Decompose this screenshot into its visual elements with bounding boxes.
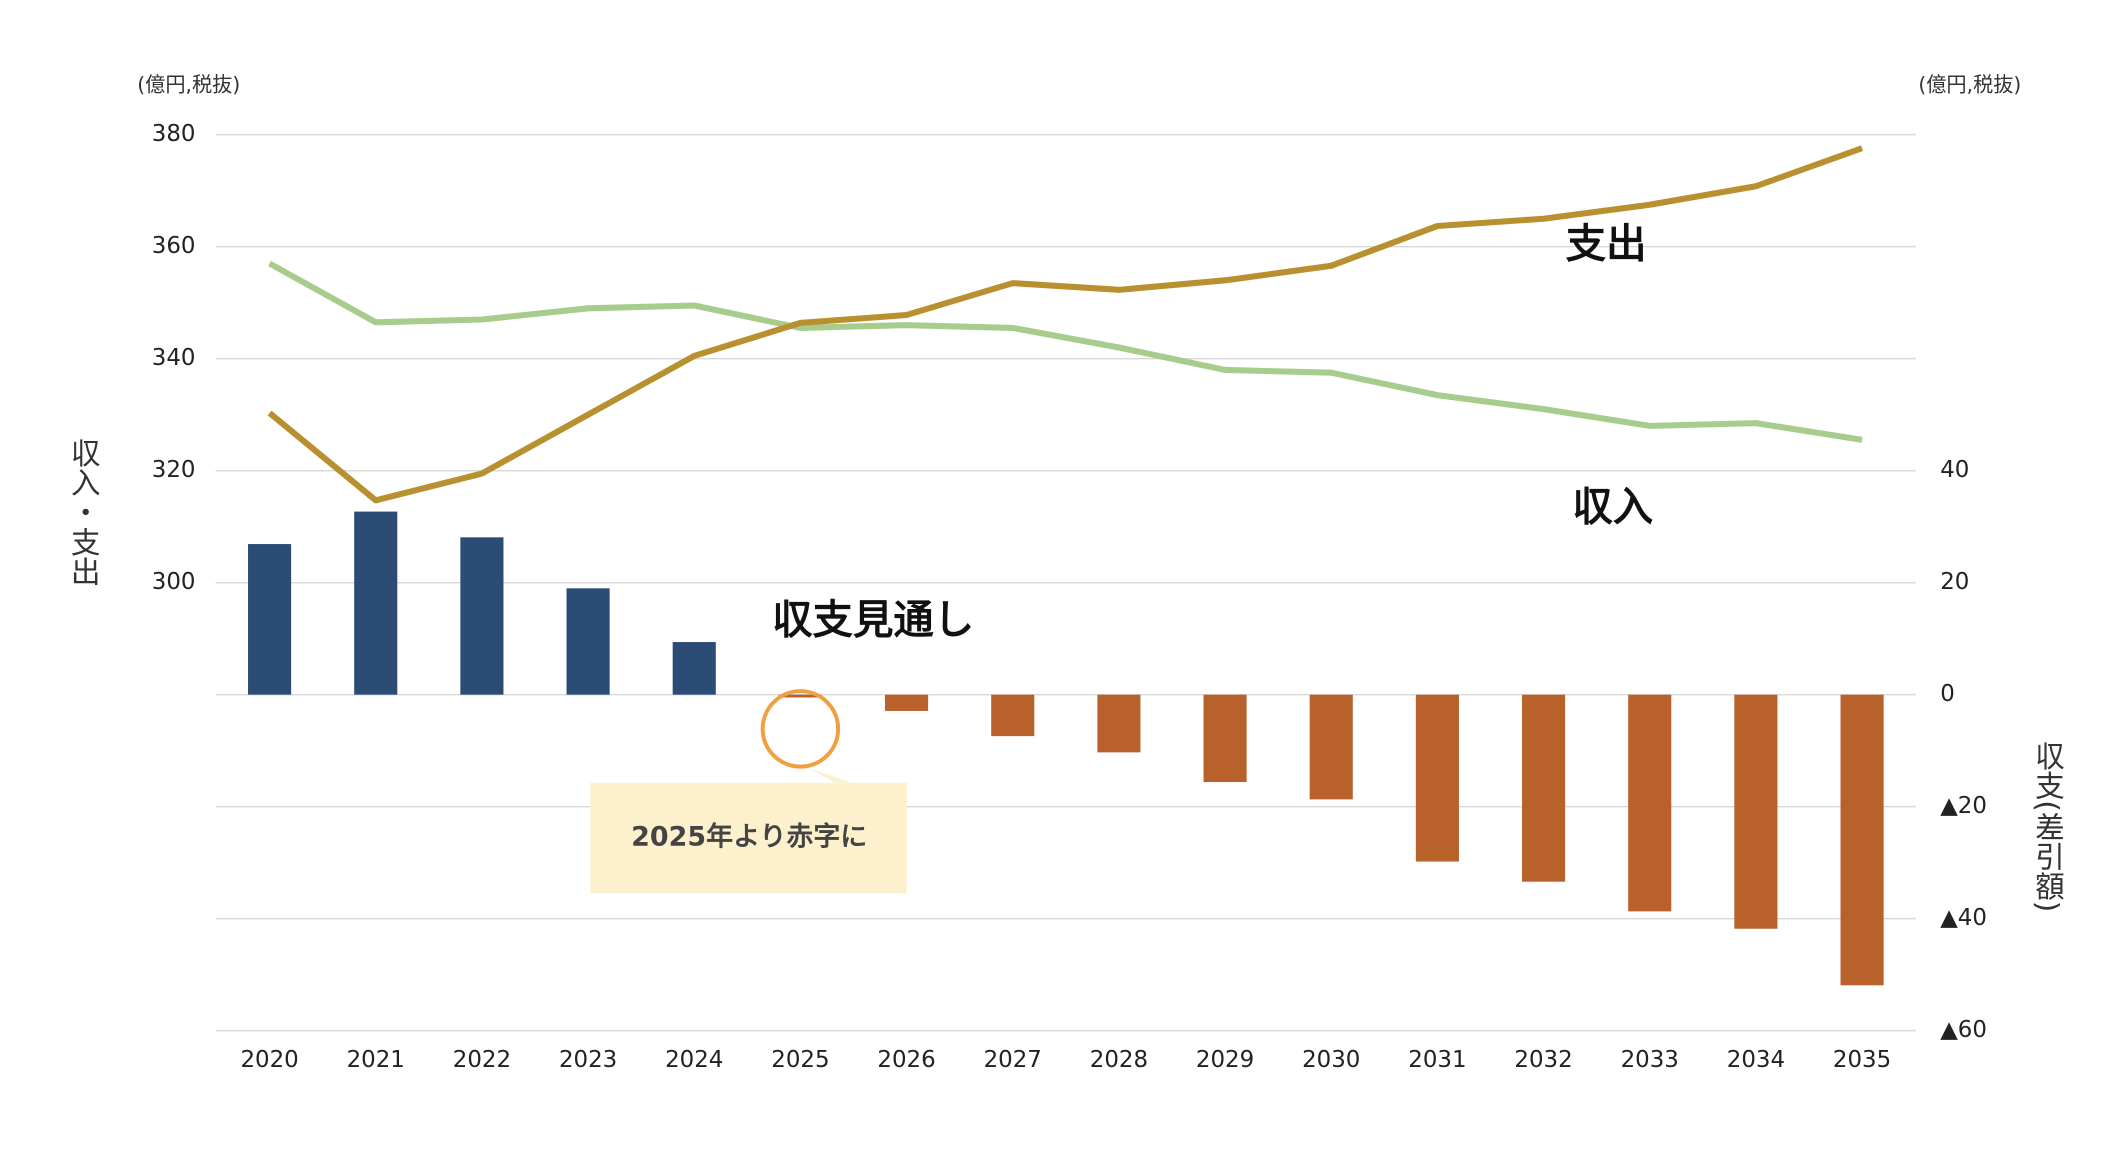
y2-tick-label: 40 <box>1940 457 1969 483</box>
bar <box>778 694 822 698</box>
bar <box>672 642 716 695</box>
y2-tick-label: 0 <box>1940 681 1955 707</box>
x-tick-label: 2021 <box>347 1047 405 1073</box>
bar <box>1203 694 1247 783</box>
y2-tick-label: ▲60 <box>1940 1017 1987 1043</box>
bar <box>1097 694 1141 753</box>
y2-unit-label: (億円,税抜) <box>1918 73 2021 97</box>
x-tick-label: 2025 <box>771 1047 829 1073</box>
y-tick-label: 320 <box>152 457 196 483</box>
x-tick-label: 2023 <box>559 1047 617 1073</box>
line <box>267 145 1864 504</box>
y-tick-label: 300 <box>152 569 196 595</box>
y-tick-label: 380 <box>152 121 196 147</box>
y-tick-label: 360 <box>152 233 196 259</box>
x-tick-label: 2027 <box>984 1047 1042 1073</box>
callout-text: 2025年より赤字に <box>631 821 867 853</box>
x-tick-label: 2033 <box>1621 1047 1679 1073</box>
y2-tick-label: ▲20 <box>1940 793 1987 819</box>
y-axis-title: 収入・支出 <box>66 438 101 587</box>
x-tick-label: 2034 <box>1727 1047 1785 1073</box>
callout-box <box>590 782 907 894</box>
highlight-circle <box>760 689 841 769</box>
bar <box>354 511 398 695</box>
y2-tick-label: ▲40 <box>1940 905 1987 931</box>
bar <box>991 694 1035 737</box>
bar <box>1415 694 1459 862</box>
line-label: 支出 <box>1566 220 1647 268</box>
x-tick-label: 2035 <box>1833 1047 1891 1073</box>
y-tick-label: 340 <box>152 345 196 371</box>
x-tick-label: 2020 <box>240 1047 298 1073</box>
y-unit-label: (億円,税抜) <box>137 73 240 97</box>
bar <box>1840 694 1884 986</box>
bar-label: 収支見通し <box>772 595 974 643</box>
bar <box>1522 694 1566 882</box>
x-tick-label: 2022 <box>453 1047 511 1073</box>
bar <box>566 588 610 695</box>
x-tick-label: 2031 <box>1408 1047 1466 1073</box>
grid <box>215 134 1916 1032</box>
bar <box>460 537 504 695</box>
bar <box>885 694 929 711</box>
x-tick-label: 2029 <box>1196 1047 1254 1073</box>
line-label: 収入 <box>1572 482 1653 530</box>
x-tick-label: 2030 <box>1302 1047 1360 1073</box>
bar <box>1628 694 1672 912</box>
x-tick-label: 2032 <box>1514 1047 1572 1073</box>
x-tick-label: 2028 <box>1090 1047 1148 1073</box>
y2-axis-title: 収支(差引額) <box>2030 741 2065 912</box>
y2-tick-label: 20 <box>1940 569 1969 595</box>
marks <box>248 145 1884 986</box>
callout-pointer <box>808 767 852 783</box>
x-tick-label: 2026 <box>877 1047 935 1073</box>
bar <box>1309 694 1353 800</box>
line <box>268 260 1863 443</box>
bar <box>1734 694 1778 929</box>
x-tick-label: 2024 <box>665 1047 723 1073</box>
bar <box>248 544 292 695</box>
